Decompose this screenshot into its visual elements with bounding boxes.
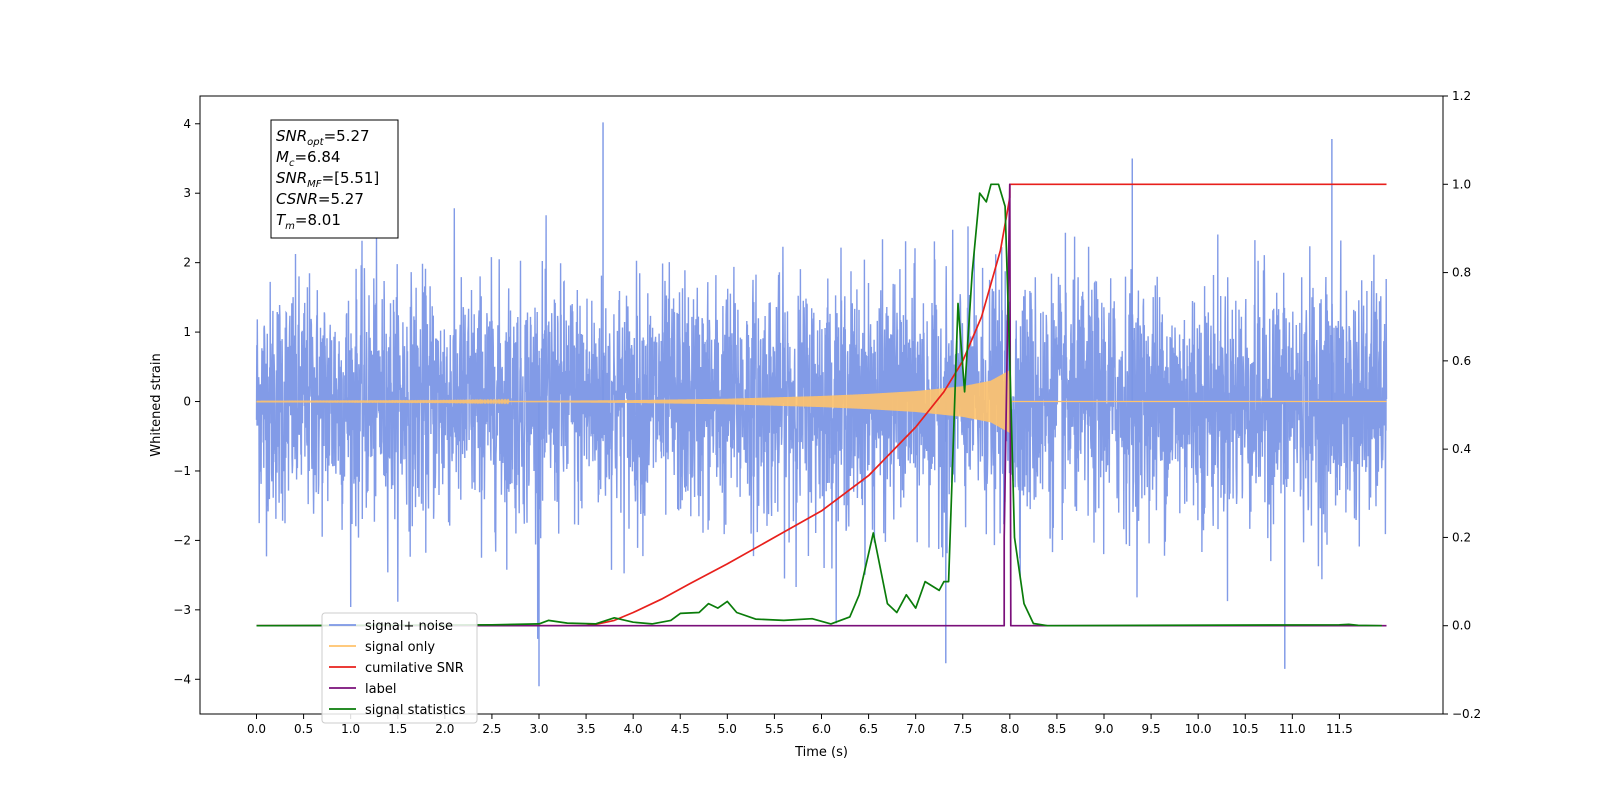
- annotation-line: SNRopt=5.27: [276, 127, 370, 148]
- series-signal-noise: [255, 208, 1388, 639]
- x-tick-label: 6.5: [859, 722, 878, 736]
- annotation-sub: opt: [307, 137, 324, 148]
- x-tick-label: 9.0: [1094, 722, 1113, 736]
- x-tick-label: 8.5: [1047, 722, 1066, 736]
- y-tick-label: 1: [183, 325, 191, 339]
- x-tick-label: 0.5: [294, 722, 313, 736]
- series-signal-statistics: [256, 183, 1382, 627]
- annotation-box: SNRopt=5.27Mc=6.84SNRMF=[5.51]CSNR=5.27T…: [270, 119, 399, 239]
- x-tick-label: 2.5: [482, 722, 501, 736]
- y2-tick-label: 0.2: [1452, 530, 1471, 544]
- plot-area: [255, 122, 1388, 687]
- x-tick-label: 3.5: [577, 722, 596, 736]
- y-tick-label: −2: [173, 533, 191, 547]
- axes: 0.0 0.5 1.0 1.5 2.0 2.5 3.0 3.5 4.0 4.5 5.0 5.5 6.0 6…: [149, 89, 1481, 760]
- series-cumulative-snr: [256, 183, 1387, 627]
- legend-label: signal only: [365, 640, 435, 655]
- annotation-sub: m: [285, 221, 295, 232]
- y-tick-label: −1: [173, 464, 191, 478]
- legend-label: signal statistics: [365, 703, 466, 718]
- x-tick-label: 10.5: [1232, 722, 1259, 736]
- x-tick-label: 1.5: [388, 722, 407, 736]
- x-tick-label: 8.0: [1000, 722, 1019, 736]
- annotation-line: Tm=8.01: [276, 211, 341, 232]
- annotation-value: =8.01: [295, 211, 341, 229]
- legend-label: cumilative SNR: [365, 661, 464, 676]
- y2-tick-label: 0.6: [1452, 354, 1471, 368]
- x-tick-label: 7.0: [906, 722, 925, 736]
- y-tick-label: −4: [173, 672, 191, 686]
- y2-tick-label: 1.2: [1452, 89, 1471, 103]
- legend: signal+ noise signal only cumilative SNR la…: [321, 612, 478, 724]
- x-tick-label: 9.5: [1142, 722, 1161, 736]
- annotation-value: =6.84: [294, 148, 340, 166]
- legend-frame: [321, 612, 478, 724]
- series-signal-only: [256, 370, 1011, 433]
- legend-label: signal+ noise: [365, 619, 453, 634]
- annotation-base: SNR: [276, 127, 307, 145]
- x-axis-label: Time (s): [794, 745, 848, 760]
- x-tick-label: 10.0: [1185, 722, 1212, 736]
- x-tick-label: 5.5: [765, 722, 784, 736]
- annotation-line: Mc=6.84: [276, 148, 340, 169]
- x-tick-label: 6.0: [812, 722, 831, 736]
- x-tick-label: 7.5: [953, 722, 972, 736]
- annotation-line: SNRMF=[5.51]: [276, 169, 379, 190]
- annotation-frame: [270, 119, 399, 239]
- y2-tick-label: 0.0: [1452, 619, 1471, 633]
- x-tick-label: 5.0: [718, 722, 737, 736]
- annotation-line: CSNR=5.27: [276, 190, 364, 208]
- y2-tick-label: −0.2: [1452, 707, 1481, 721]
- annotation-base: M: [276, 148, 289, 166]
- y2-tick-label: 1.0: [1452, 177, 1471, 191]
- x-tick-label: 4.5: [671, 722, 690, 736]
- x-tick-label: 11.5: [1326, 722, 1353, 736]
- x-tick-label: 4.0: [624, 722, 643, 736]
- y-tick-label: 0: [183, 395, 191, 409]
- y-axis-label: Whitened strain: [149, 353, 164, 456]
- annotation-value: =5.27: [318, 190, 364, 208]
- x-tick-label: 11.0: [1279, 722, 1306, 736]
- x-tick-label: 3.0: [529, 722, 548, 736]
- legend-label: label: [365, 682, 396, 697]
- annotation-value: =5.27: [324, 127, 370, 145]
- annotation-base: CSNR: [276, 190, 318, 208]
- annotation-base: T: [276, 211, 287, 229]
- y-tick-label: 3: [183, 186, 191, 200]
- y-tick-label: −3: [173, 603, 191, 617]
- annotation-value: =[5.51]: [322, 169, 380, 187]
- y2-tick-label: 0.8: [1452, 266, 1471, 280]
- x-tick-label: 1.0: [341, 722, 360, 736]
- annotation-sub: MF: [307, 179, 322, 190]
- annotation-sub: c: [289, 158, 295, 169]
- y-tick-label: 2: [183, 256, 191, 270]
- x-tick-label: 0.0: [247, 722, 266, 736]
- x-tick-label: 2.0: [435, 722, 454, 736]
- annotation-base: SNR: [276, 169, 307, 187]
- y2-tick-label: 0.4: [1452, 442, 1471, 456]
- y-tick-label: 4: [183, 117, 191, 131]
